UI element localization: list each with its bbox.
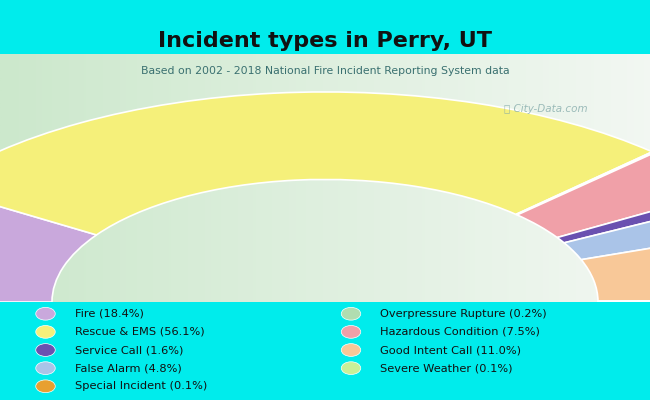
Text: False Alarm (4.8%): False Alarm (4.8%) bbox=[75, 363, 181, 373]
Wedge shape bbox=[0, 187, 97, 302]
Wedge shape bbox=[557, 192, 650, 243]
Wedge shape bbox=[0, 92, 650, 235]
Text: ⓘ City-Data.com: ⓘ City-Data.com bbox=[504, 104, 588, 114]
Ellipse shape bbox=[36, 326, 55, 338]
Wedge shape bbox=[516, 152, 650, 215]
Wedge shape bbox=[581, 230, 650, 301]
Text: Service Call (1.6%): Service Call (1.6%) bbox=[75, 345, 183, 355]
Ellipse shape bbox=[36, 362, 55, 374]
Text: Fire (18.4%): Fire (18.4%) bbox=[75, 309, 144, 319]
Text: Based on 2002 - 2018 National Fire Incident Reporting System data: Based on 2002 - 2018 National Fire Incid… bbox=[140, 66, 510, 76]
Text: Good Intent Call (11.0%): Good Intent Call (11.0%) bbox=[380, 345, 521, 355]
Text: Special Incident (0.1%): Special Incident (0.1%) bbox=[75, 381, 207, 391]
Ellipse shape bbox=[341, 344, 361, 356]
Wedge shape bbox=[598, 301, 650, 302]
Text: Incident types in Perry, UT: Incident types in Perry, UT bbox=[158, 31, 492, 51]
Ellipse shape bbox=[341, 362, 361, 374]
Ellipse shape bbox=[36, 380, 55, 393]
Text: Rescue & EMS (56.1%): Rescue & EMS (56.1%) bbox=[75, 327, 204, 337]
Ellipse shape bbox=[341, 307, 361, 320]
Wedge shape bbox=[564, 201, 650, 260]
Wedge shape bbox=[517, 153, 650, 238]
Text: Severe Weather (0.1%): Severe Weather (0.1%) bbox=[380, 363, 513, 373]
Text: Overpressure Rupture (0.2%): Overpressure Rupture (0.2%) bbox=[380, 309, 547, 319]
Text: Hazardous Condition (7.5%): Hazardous Condition (7.5%) bbox=[380, 327, 540, 337]
Ellipse shape bbox=[341, 326, 361, 338]
Ellipse shape bbox=[36, 344, 55, 356]
Wedge shape bbox=[598, 301, 650, 302]
Ellipse shape bbox=[36, 307, 55, 320]
